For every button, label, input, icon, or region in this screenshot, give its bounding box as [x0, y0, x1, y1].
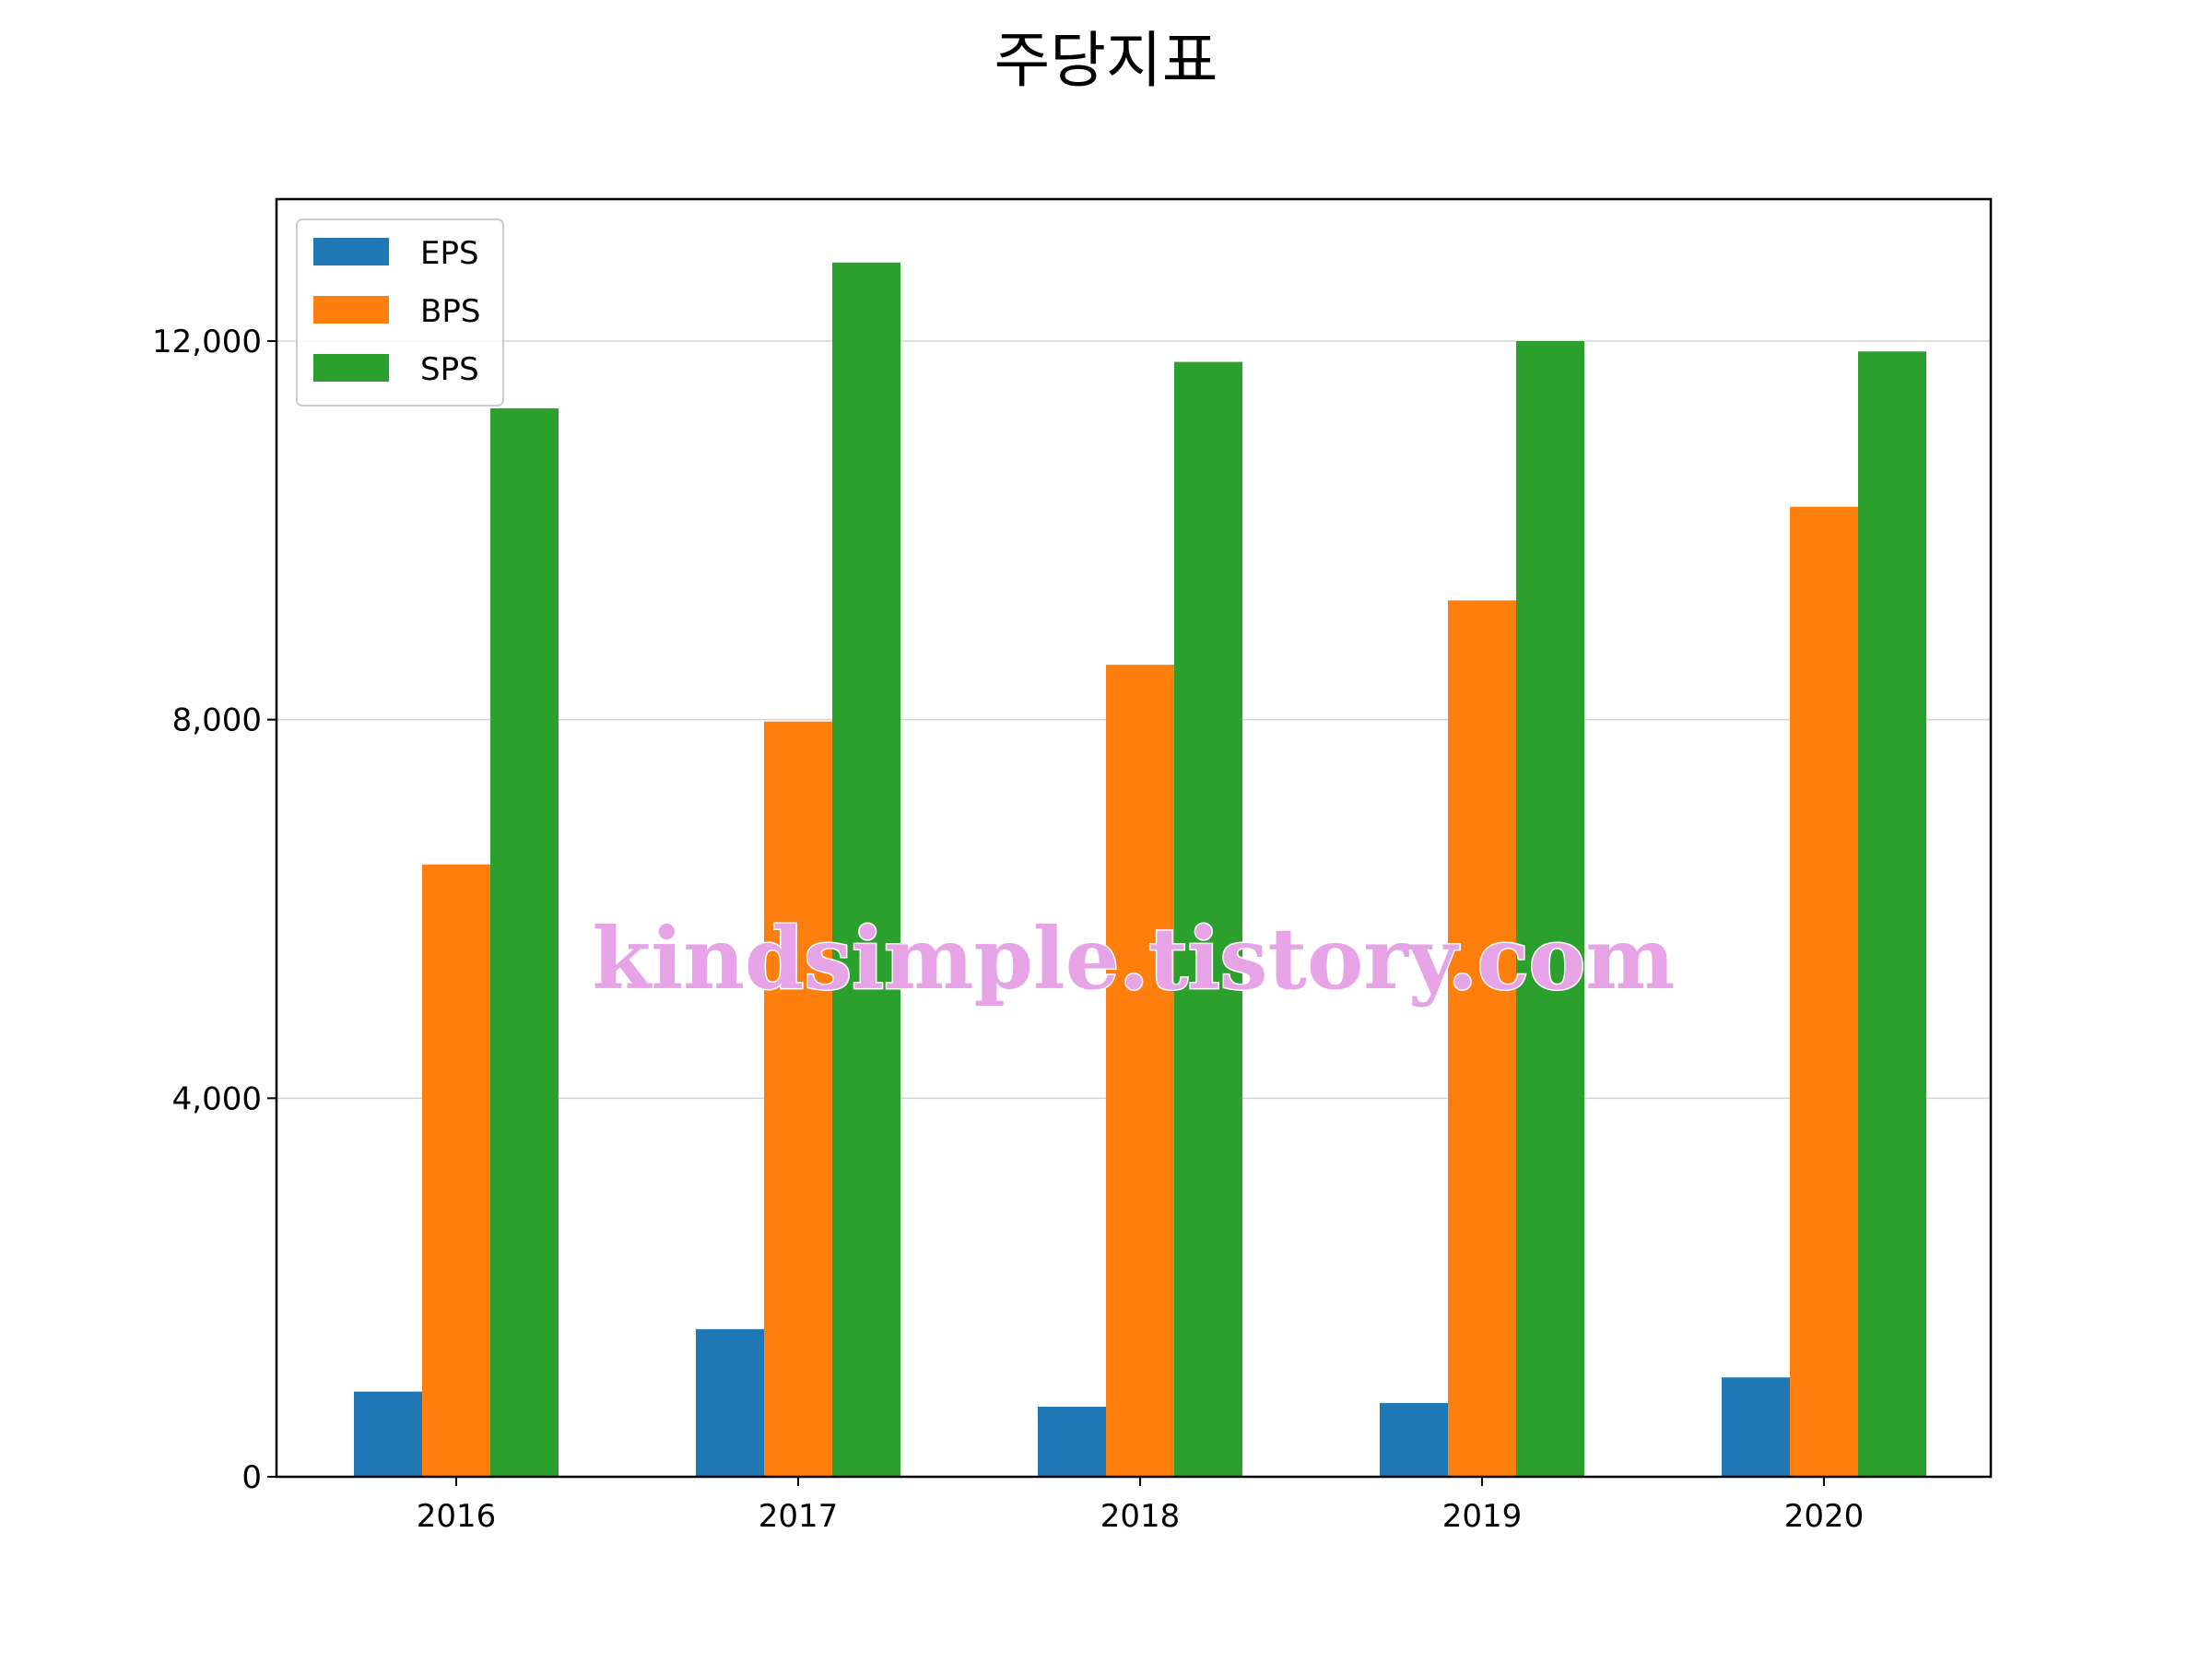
bar-eps-2019 — [1380, 1402, 1448, 1477]
y-axis: 0 4,000 8,000 12,000 — [152, 324, 276, 1496]
legend-label-eps: EPS — [420, 235, 479, 272]
legend-label-sps: SPS — [420, 351, 479, 388]
bar-eps-2020 — [1722, 1377, 1790, 1477]
bar-sps-2019 — [1516, 341, 1584, 1477]
bar-eps-2016 — [354, 1391, 422, 1477]
bar-eps-2017 — [696, 1328, 764, 1477]
plot-area-frame — [275, 197, 1993, 1479]
watermark-text: kindsimple.tistory.com — [592, 909, 1675, 1008]
legend-swatch-bps — [313, 296, 389, 324]
x-axis: 2016 2017 2018 2019 2020 — [417, 1477, 1865, 1535]
bar-sps-2018 — [1174, 361, 1242, 1477]
y-tick-label: 4,000 — [172, 1080, 262, 1117]
legend-label-bps: BPS — [420, 293, 480, 330]
bar-bps-2017 — [764, 721, 832, 1477]
x-tick-label: 2016 — [417, 1498, 497, 1535]
chart-title: 주당지표 — [994, 25, 1218, 96]
bar-sps-2016 — [490, 407, 559, 1478]
x-tick-label: 2020 — [1784, 1498, 1865, 1535]
y-tick-label: 0 — [241, 1459, 262, 1496]
bar-sps-2017 — [832, 262, 900, 1478]
bar-eps-2018 — [1038, 1407, 1106, 1477]
y-tick-label: 8,000 — [172, 702, 262, 739]
y-tick-label: 12,000 — [152, 324, 262, 360]
legend: EPS BPS SPS — [296, 218, 504, 407]
bar-bps-2016 — [422, 864, 490, 1477]
bar-bps-2020 — [1790, 506, 1858, 1477]
bar-bps-2019 — [1448, 600, 1516, 1477]
x-tick-label: 2018 — [1100, 1498, 1181, 1535]
bar-bps-2018 — [1106, 665, 1174, 1477]
legend-swatch-sps — [313, 354, 389, 382]
bar-sps-2020 — [1858, 351, 1926, 1477]
x-tick-label: 2017 — [759, 1498, 839, 1535]
bars — [354, 262, 1926, 1478]
legend-swatch-eps — [313, 238, 389, 265]
x-tick-label: 2019 — [1442, 1498, 1523, 1535]
